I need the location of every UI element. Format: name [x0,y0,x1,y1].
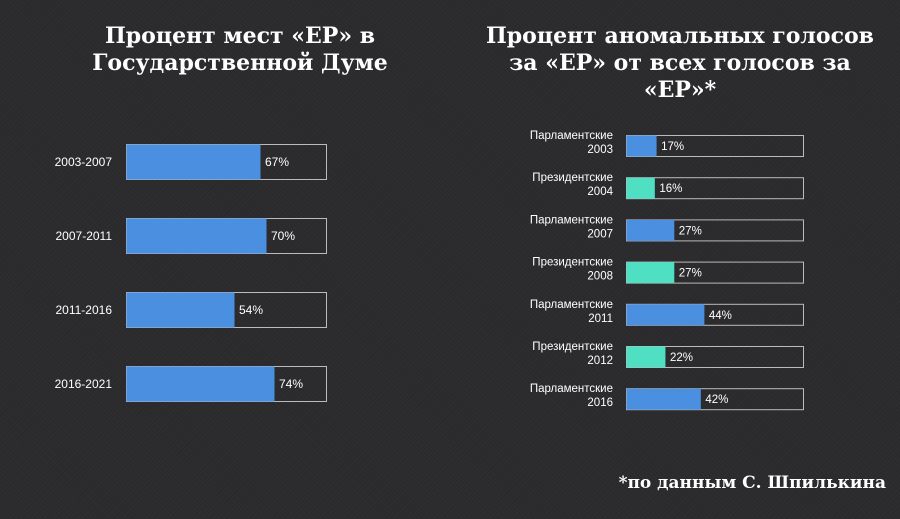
category-label: Парламентские [530,130,613,142]
value-label: 70% [271,229,295,243]
category-label: Президентские [532,257,613,269]
value-label: 44% [709,310,732,322]
category-label: Парламентские [530,299,613,311]
category-label: 2012 [587,355,613,367]
footnote: *по данным С. Шпилькина [618,473,886,493]
value-label: 54% [239,303,263,317]
bar-Президентские-2012 [626,346,666,368]
category-label: 2011-2016 [56,303,113,317]
category-label: 2004 [587,186,613,198]
category-label: Президентские [532,341,613,353]
bar-Президентские-2008 [626,262,675,284]
category-label: 2016-2021 [55,377,113,391]
category-label: 2008 [587,271,613,283]
bar-Президентские-2004 [626,177,655,199]
bar-Парламентские-2016 [626,388,701,410]
category-label: 2003-2007 [55,155,113,169]
seats-share-chart: 2003-2007 67% 2007-2011 70% 2011-2016 54% 2016… [55,144,327,402]
bar-2011-2016 [126,292,235,328]
category-label: 2016 [587,397,613,409]
category-label: Парламентские [530,383,613,395]
value-label: 27% [679,225,702,237]
value-label: 42% [705,394,728,406]
bar-Парламентские-2003 [626,135,657,157]
bar-2003-2007 [126,144,261,180]
category-label: 2007-2011 [56,229,113,243]
right-chart-title: Процент аномальных голосов за «ЕР» от вс… [486,23,874,103]
left-chart-title: Процент мест «ЕР» в Государственной Думе [92,23,388,76]
bar-2007-2011 [126,218,267,254]
value-label: 16% [659,183,682,195]
category-label: 2007 [587,228,613,240]
bar-Парламентские-2011 [626,304,705,326]
value-label: 17% [661,141,684,153]
category-label: Парламентские [530,214,613,226]
category-label: Президентские [532,172,613,184]
value-label: 27% [679,268,702,280]
category-label: 2003 [587,144,613,156]
bar-Парламентские-2007 [626,219,675,241]
value-label: 74% [279,377,303,391]
value-label: 22% [670,352,693,364]
category-label: 2011 [588,313,613,325]
value-label: 67% [265,155,289,169]
bar-2016-2021 [126,366,275,402]
